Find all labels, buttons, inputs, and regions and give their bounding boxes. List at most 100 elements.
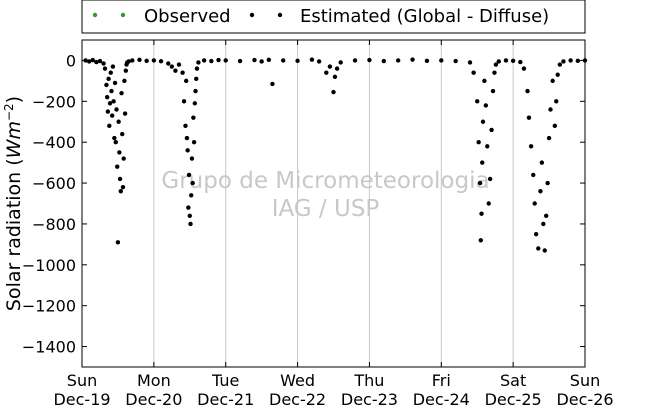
data-point [480, 119, 486, 124]
data-point [183, 78, 189, 84]
data-point [169, 64, 175, 69]
data-point [542, 248, 547, 253]
data-point [486, 201, 491, 206]
data-point [109, 88, 114, 94]
data-point [190, 180, 195, 186]
data-point [188, 221, 193, 227]
data-point [259, 59, 264, 64]
data-point [194, 66, 200, 71]
data-point [97, 58, 103, 64]
y-axis-label: Solar radiation (Wm−2) [2, 96, 25, 311]
data-point [510, 58, 516, 64]
data-point [119, 90, 124, 96]
data-point [561, 59, 566, 64]
y-tick-label: −600 [32, 174, 76, 193]
data-point [327, 64, 333, 69]
data-point [518, 59, 523, 65]
y-tick-label: −200 [32, 92, 76, 111]
data-point [118, 189, 124, 194]
plot-frame [81, 39, 586, 368]
x-tick-label-day: Fri [432, 371, 451, 390]
data-point [102, 66, 108, 71]
data-point [111, 99, 116, 104]
data-point [110, 64, 116, 69]
data-point [107, 101, 113, 106]
data-point [113, 139, 118, 145]
data-point [485, 144, 490, 149]
y-axis-label-exponent: −2 [2, 103, 16, 121]
data-point [538, 189, 543, 194]
y-axis-label-unit: Wm [3, 121, 25, 158]
data-point [112, 80, 118, 86]
y-tick-label: −1200 [22, 297, 76, 316]
data-point [492, 70, 497, 75]
data-point [467, 60, 473, 65]
data-point [424, 58, 430, 64]
data-point [490, 88, 496, 94]
data-point [112, 135, 117, 141]
data-point [104, 95, 110, 100]
data-point [158, 59, 164, 64]
data-point [476, 139, 481, 145]
data-point [122, 78, 127, 84]
data-point [94, 59, 99, 65]
data-point [120, 131, 125, 137]
data-point [471, 70, 476, 75]
data-point [557, 62, 563, 67]
data-point [109, 113, 115, 118]
data-point [295, 58, 300, 64]
data-point [487, 176, 493, 182]
data-point [144, 58, 149, 64]
data-point [187, 213, 192, 218]
x-tick-label-day: Wed [280, 371, 315, 390]
data-point [90, 57, 95, 63]
data-point [117, 176, 123, 182]
data-point [324, 70, 329, 75]
data-point [86, 59, 92, 64]
x-tick-label-date: Dec-22 [269, 390, 326, 409]
data-point [105, 109, 111, 114]
data-point [185, 148, 190, 153]
data-point [493, 62, 499, 67]
data-point [189, 193, 194, 198]
x-tick-label-date: Dec-20 [125, 390, 182, 409]
data-point [395, 58, 401, 63]
data-point [186, 172, 192, 178]
data-point [216, 57, 221, 63]
data-point [483, 103, 489, 108]
data-point [115, 240, 121, 245]
data-point [545, 180, 550, 186]
data-point [126, 59, 131, 64]
data-point [546, 135, 552, 141]
y-axis-label-close: ) [3, 96, 25, 103]
data-point [201, 58, 207, 63]
data-point [191, 115, 196, 120]
data-point [568, 58, 573, 63]
data-point [173, 68, 178, 73]
data-point [252, 57, 257, 63]
data-point [453, 58, 458, 64]
data-point [541, 221, 546, 227]
data-point [266, 57, 272, 63]
x-tick-label-date: Dec-25 [485, 390, 542, 409]
data-point [479, 211, 484, 216]
data-point [489, 127, 494, 133]
data-point [281, 58, 286, 63]
legend: Observed Estimated (Global - Diffuse) [81, 0, 586, 34]
data-point [186, 205, 191, 210]
legend-label: Observed [144, 6, 231, 27]
data-point [120, 184, 126, 190]
data-point [531, 172, 536, 178]
legend-marker [120, 12, 126, 18]
x-tick-label-date: Dec-21 [197, 390, 254, 409]
data-point [189, 156, 195, 161]
data-point [478, 238, 484, 243]
grid-lines [153, 40, 514, 367]
data-point [114, 107, 119, 112]
x-tick-label-day: Sun [570, 371, 600, 390]
data-point [338, 60, 343, 65]
x-tick-label-date: Dec-19 [53, 390, 110, 409]
